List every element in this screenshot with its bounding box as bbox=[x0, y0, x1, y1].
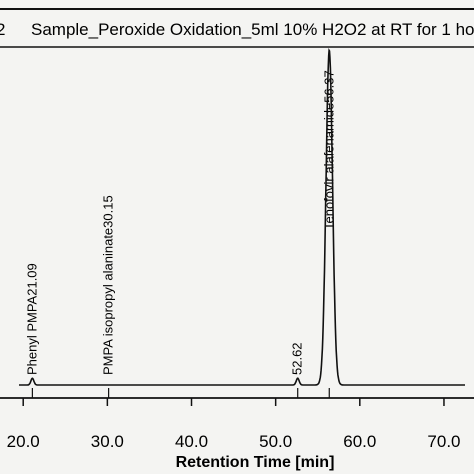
x-axis-label: Retention Time [min] bbox=[176, 454, 335, 471]
x-axis-ticks: 20.0 30.0 40.0 50.0 60.0 70.0 bbox=[7, 398, 461, 451]
peak-label: Phenyl PMPA21.09 bbox=[24, 263, 39, 375]
peak-labels: Phenyl PMPA21.09 PMPA isopropyl alaninate… bbox=[24, 70, 336, 398]
peak-label: Tenofovir alafenamide56.37 bbox=[321, 70, 336, 230]
peak-label: PMPA isopropyl alaninate30.15 bbox=[101, 195, 116, 375]
chart-title-prefix: 2 bbox=[0, 20, 5, 39]
x-tick-label: 30.0 bbox=[91, 432, 124, 451]
x-tick-label: 60.0 bbox=[343, 432, 376, 451]
x-tick-label: 70.0 bbox=[427, 432, 460, 451]
chromatogram-trace bbox=[19, 48, 465, 386]
x-tick-label: 20.0 bbox=[7, 432, 40, 451]
x-tick-label: 40.0 bbox=[175, 432, 208, 451]
peak-label: 52.62 bbox=[290, 342, 305, 375]
chart-title: Sample_Peroxide Oxidation_5ml 10% H2O2 a… bbox=[31, 20, 474, 39]
x-tick-label: 50.0 bbox=[259, 432, 292, 451]
